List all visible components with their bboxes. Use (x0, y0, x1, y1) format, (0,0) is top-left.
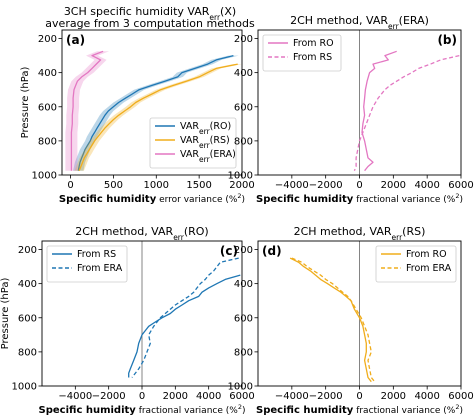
x-tick-label: 500 (104, 180, 123, 191)
x-tick-label: −4000 (275, 180, 309, 191)
legend-entry-2: From ERA (77, 263, 123, 274)
legend-box (262, 34, 342, 72)
series-line-2 (78, 63, 238, 171)
legend-entry-1: From RO (293, 38, 334, 49)
y-tick-label: 200 (18, 245, 37, 256)
y-tick-label: 400 (18, 279, 37, 290)
legend-entry-1: VARerr(RO) (180, 121, 231, 136)
x-tick-label: 0 (356, 180, 362, 191)
panel-title: 2CH method, VARerr(RS) (294, 225, 426, 242)
legend: VARerr(RO)VARerr(RS)VARerr(ERA) (149, 117, 237, 169)
x-tick-label: −2000 (309, 391, 343, 402)
x-tick-label: 0 (356, 391, 362, 402)
y-tick-label: 400 (38, 68, 57, 79)
series-line-2 (291, 257, 376, 383)
plot-frame (61, 29, 243, 176)
x-tick-label: 6000 (448, 391, 473, 402)
x-tick-label: 1500 (186, 180, 211, 191)
x-tick-label: 4000 (414, 391, 439, 402)
plot-area (289, 257, 376, 383)
panel-letter: (a) (66, 33, 85, 47)
panel-a: 0 500 1000 1500 20002004006008001000Specific… (20, 5, 255, 205)
y-tick-label: 1000 (228, 382, 253, 393)
legend-entry-2: VARerr(RS) (180, 135, 230, 150)
panel-letter: (b) (437, 33, 457, 47)
plot-area (353, 50, 460, 172)
y-tick-label: 1000 (228, 171, 253, 182)
x-tick-label: 2000 (381, 180, 406, 191)
x-tick-label: 4000 (196, 391, 221, 402)
y-tick-label: 1000 (32, 171, 57, 182)
x-tick-label: 6000 (229, 391, 254, 402)
plot-area (128, 257, 241, 378)
y-tick-label: 800 (18, 347, 37, 358)
x-tick-label: −4000 (58, 391, 92, 402)
panel-title: 2CH method, VARerr(RO) (75, 225, 208, 242)
x-tick-label: 0 (67, 180, 73, 191)
panel-b: −4000 −2000 0 2000 4000 6000 200 400 600 800 1000S… (228, 14, 474, 205)
series-line-1 (77, 54, 234, 171)
legend-entry-2: From RS (293, 52, 332, 63)
legend: From RO From ERA (375, 245, 457, 283)
x-axis-label: Specific humidity fractional variance (%… (256, 192, 463, 205)
panel-letter: (c) (220, 244, 238, 258)
x-tick-label: 4000 (414, 180, 439, 191)
series-line-1 (361, 50, 397, 172)
y-tick-label: 800 (38, 136, 57, 147)
y-tick-label: 600 (234, 313, 253, 324)
legend-box (46, 245, 128, 283)
legend-entry-3: VARerr(ERA) (180, 149, 236, 164)
legend: From RS From ERA (46, 245, 128, 283)
x-axis-label: Specific humidity fractional variance (%… (256, 403, 463, 416)
y-axis-label: Pressure (hPa) (0, 278, 11, 350)
x-tick-label: −4000 (275, 391, 309, 402)
y-tick-label: 800 (234, 136, 253, 147)
legend-box (149, 117, 237, 169)
x-tick-label: 1000 (144, 180, 169, 191)
y-tick-label: 200 (234, 245, 253, 256)
y-tick-label: 400 (234, 279, 253, 290)
legend-entry-1: From RS (77, 249, 116, 260)
y-tick-label: 200 (234, 34, 253, 45)
legend-entry-2: From ERA (406, 263, 452, 274)
x-tick-label: −2000 (92, 391, 126, 402)
panel-letter: (d) (262, 244, 282, 258)
legend: From RO From RS (262, 34, 342, 72)
x-tick-label: 2000 (381, 391, 406, 402)
series-line-2 (131, 257, 239, 378)
series-line-3 (70, 50, 104, 171)
x-tick-label: 2000 (163, 391, 188, 402)
panel-title: 3CH specific humidity VARerr(X) (64, 5, 236, 22)
panel-c: −4000 −2000 0 2000 4000 60002004006008001000S… (0, 225, 255, 416)
y-tick-label: 600 (38, 102, 57, 113)
series-line-1 (128, 274, 241, 378)
x-tick-label: −2000 (309, 180, 343, 191)
panel-subtitle: average from 3 computation methods (45, 17, 255, 30)
x-tick-label: 2000 (229, 180, 254, 191)
y-tick-label: 200 (38, 34, 57, 45)
series-line-2 (353, 54, 460, 171)
x-axis-label: Specific humidity fractional variance (%… (39, 403, 246, 416)
y-tick-label: 600 (234, 102, 253, 113)
y-tick-label: 800 (234, 347, 253, 358)
x-tick-label: 0 (139, 391, 145, 402)
panel-d: −4000 −2000 0 2000 4000 6000 200 400 600 800 1000S… (228, 225, 474, 416)
series-band-3 (65, 51, 110, 171)
y-axis-label: Pressure (hPa) (20, 67, 31, 139)
legend-box (375, 245, 457, 283)
y-tick-label: 400 (234, 68, 253, 79)
x-axis-label: Specific humidity error variance (%2) (59, 192, 245, 205)
plot-area (65, 50, 242, 171)
x-tick-label: 6000 (448, 180, 473, 191)
panel-title: 2CH method, VARerr(ERA) (290, 14, 429, 31)
y-tick-label: 1000 (12, 382, 37, 393)
y-tick-label: 600 (18, 313, 37, 324)
legend-entry-1: From RO (406, 249, 447, 260)
